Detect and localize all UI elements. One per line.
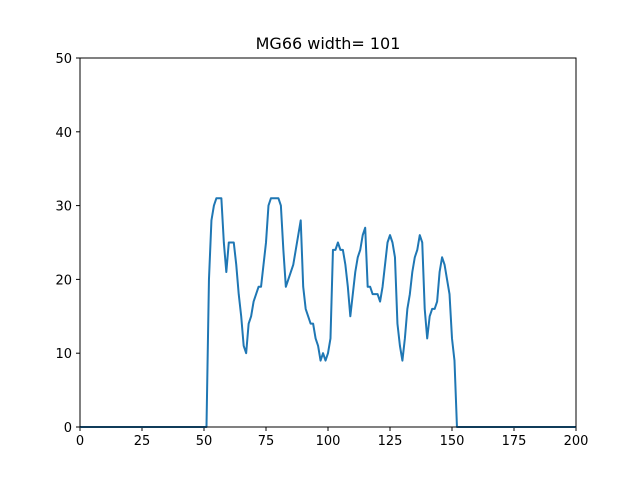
y-tick-label: 10: [55, 347, 72, 362]
y-tick-label: 30: [55, 200, 72, 215]
x-tick-label: 150: [440, 434, 465, 449]
plot-frame: [79, 57, 577, 428]
x-tick-label: 175: [502, 434, 527, 449]
y-tick-label: 0: [64, 421, 72, 436]
x-tick-label: 125: [378, 434, 403, 449]
x-tick-label: 50: [196, 434, 213, 449]
x-axis-ticks: 0 25 50 75 100 125 150 175 200: [76, 427, 589, 449]
plot-area: [80, 58, 576, 427]
series-line: [80, 197, 576, 428]
x-tick-label: 0: [76, 434, 84, 449]
y-tick-label: 50: [55, 52, 72, 67]
y-tick-label: 40: [55, 126, 72, 141]
y-axis-ticks: 0 10 20 30 40 50: [55, 52, 80, 436]
x-tick-label: 100: [316, 434, 341, 449]
x-tick-label: 75: [258, 434, 275, 449]
x-tick-label: 25: [134, 434, 151, 449]
y-tick-label: 20: [55, 273, 72, 288]
chart-title: MG66 width= 101: [256, 34, 401, 53]
x-tick-label: 200: [564, 434, 589, 449]
